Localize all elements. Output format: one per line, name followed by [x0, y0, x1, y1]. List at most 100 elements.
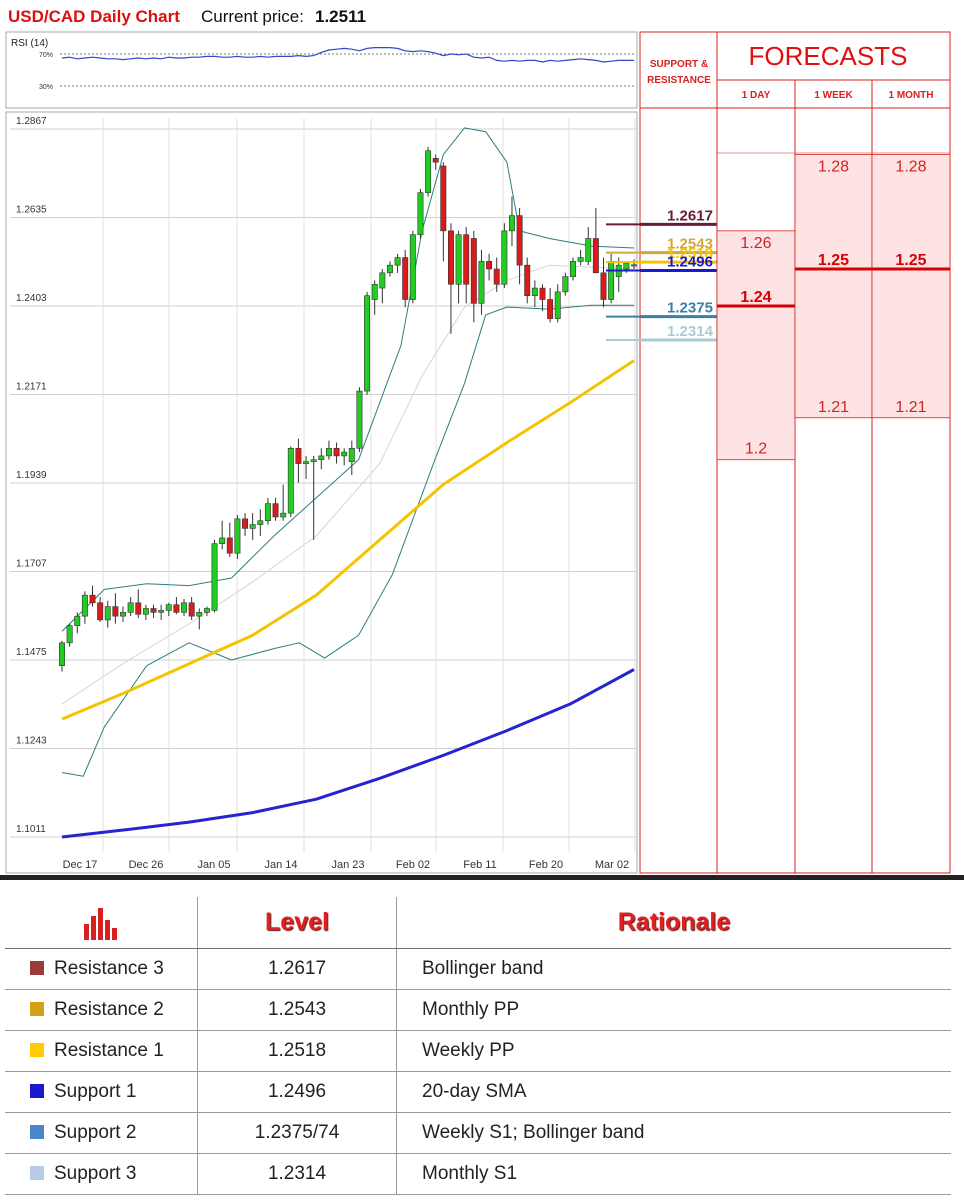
table-row: Support 2 1.2375/74 Weekly S1; Bollinger… [5, 1112, 951, 1154]
forecast-high-label: 1.26 [740, 235, 771, 252]
y-tick-label: 1.1475 [16, 647, 47, 658]
sr-level-label: 1.2617 [667, 207, 713, 224]
row-level: 1.2543 [267, 999, 327, 1020]
row-name: Resistance 3 [54, 958, 164, 979]
row-name: Support 1 [54, 1081, 137, 1102]
candle [203, 608, 210, 613]
candle [539, 287, 546, 300]
candle [478, 261, 485, 304]
candle [89, 594, 96, 604]
forecast-range-box [871, 154, 951, 419]
swatch-support-2 [30, 1125, 44, 1139]
candle [127, 602, 134, 613]
candle [524, 264, 531, 297]
candle [455, 234, 462, 285]
candle [104, 606, 111, 621]
candle [295, 447, 302, 464]
x-tick-label: Dec 26 [129, 859, 164, 871]
row-rationale: Monthly PP [422, 999, 520, 1020]
candle [600, 272, 607, 300]
x-tick-label: Dec 17 [63, 859, 98, 871]
candle [631, 264, 637, 267]
row-name: Resistance 2 [54, 999, 164, 1020]
moving-average-200-line [61, 668, 635, 839]
y-tick-label: 1.1011 [16, 824, 46, 835]
y-tick-label: 1.2403 [16, 293, 47, 304]
y-tick-label: 1.2635 [16, 205, 47, 216]
candle [226, 537, 233, 554]
candle [97, 602, 104, 621]
candle [501, 230, 508, 285]
table-row: Support 3 1.2314 Monthly S1 [5, 1153, 951, 1195]
current-price-label: Current price: [201, 7, 304, 26]
sr-level-label: 1.2543 [667, 236, 713, 253]
candle [242, 518, 249, 529]
sr-column [639, 31, 718, 874]
candle [379, 272, 386, 289]
forecast-column-header: 1 MONTH [889, 90, 934, 101]
candle [348, 447, 355, 462]
y-tick-label: 1.2867 [16, 116, 47, 127]
candle [516, 215, 523, 266]
bollinger-lower-line [61, 304, 634, 777]
x-axis: Dec 17 Dec 26 Jan 05 Jan 14 Jan 23 Feb 02 Feb … [63, 859, 630, 871]
bar-chart-icon [84, 907, 117, 940]
row-level: 1.2314 [267, 1163, 327, 1184]
candle [325, 447, 332, 457]
candle [577, 257, 584, 262]
row-level: 1.2617 [267, 958, 327, 979]
candle [165, 604, 172, 611]
sr-level-label: 1.2314 [667, 323, 714, 340]
table-row: Support 1 1.2496 20-day SMA [5, 1071, 951, 1113]
candle [142, 608, 149, 615]
candle [280, 512, 287, 518]
rsi-70-label: 70% [39, 52, 53, 59]
candle [402, 257, 409, 300]
candle [623, 262, 630, 270]
candle [371, 283, 378, 300]
candle [333, 447, 340, 457]
candle [74, 615, 81, 626]
candle [554, 291, 561, 319]
candle [158, 610, 165, 613]
row-rationale: 20-day SMA [422, 1081, 527, 1102]
header-rationale-cell: Rationale [396, 897, 951, 949]
bollinger-middle-line [61, 264, 635, 705]
y-tick-label: 1.2171 [16, 382, 47, 393]
candle [425, 150, 432, 194]
sr-level-label: 1.2496 [667, 254, 713, 271]
x-tick-label: Jan 05 [197, 859, 230, 871]
row-rationale: Monthly S1 [422, 1163, 518, 1184]
candle [264, 503, 271, 522]
chart-area: USD/CAD Daily Chart Current price: 1.251… [5, 7, 951, 874]
header-level: Level [265, 908, 329, 936]
candle [318, 455, 325, 461]
forecast-high-label: 1.28 [895, 159, 926, 176]
candle [356, 390, 363, 449]
candle [188, 602, 195, 617]
candle [409, 234, 416, 300]
candle [66, 625, 73, 644]
forecast-title: FORECASTS [749, 41, 908, 71]
candle [303, 461, 310, 464]
candle [120, 612, 126, 617]
forecast-range-box [716, 230, 796, 461]
row-level: 1.2496 [267, 1081, 327, 1102]
swatch-support-1 [30, 1084, 44, 1098]
rsi-30-label: 30% [39, 84, 53, 91]
candle [585, 238, 592, 262]
candle [394, 257, 401, 266]
forecast-mid-label: 1.24 [740, 289, 771, 306]
y-tick-label: 1.1243 [16, 736, 47, 747]
candles [59, 146, 637, 672]
forecast-column-header: 1 WEEK [814, 90, 853, 101]
rsi-line [61, 46, 634, 63]
candle [287, 447, 294, 514]
forecast-panel: FORECASTS 1 DAY 1.26 1.24 1.2 1 WEEK 1.28 1.25… [716, 31, 951, 874]
indicators [61, 127, 635, 839]
forecast-mid-label: 1.25 [895, 252, 926, 269]
row-level: 1.2375/74 [254, 1122, 340, 1143]
swatch-resistance-2 [30, 1002, 44, 1016]
swatch-support-3 [30, 1166, 44, 1180]
